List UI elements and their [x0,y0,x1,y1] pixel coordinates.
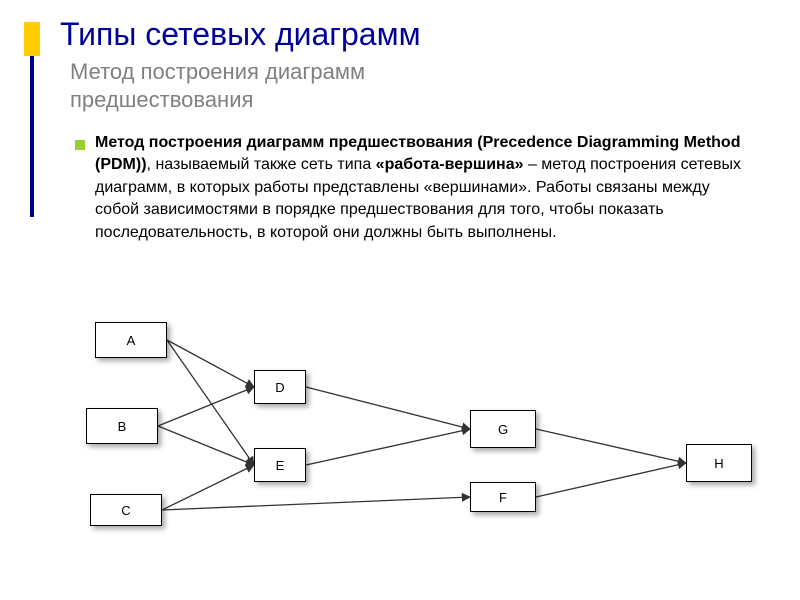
diagram-edges [0,0,800,600]
edge-A-D [167,340,254,387]
edge-A-E [167,340,254,465]
edge-D-G [306,387,470,429]
edge-E-G [306,429,470,465]
edge-C-E [162,465,254,510]
edge-G-H [536,429,686,463]
edge-B-D [158,387,254,426]
edge-F-H [536,463,686,497]
edge-C-F [162,497,470,510]
edge-B-E [158,426,254,465]
